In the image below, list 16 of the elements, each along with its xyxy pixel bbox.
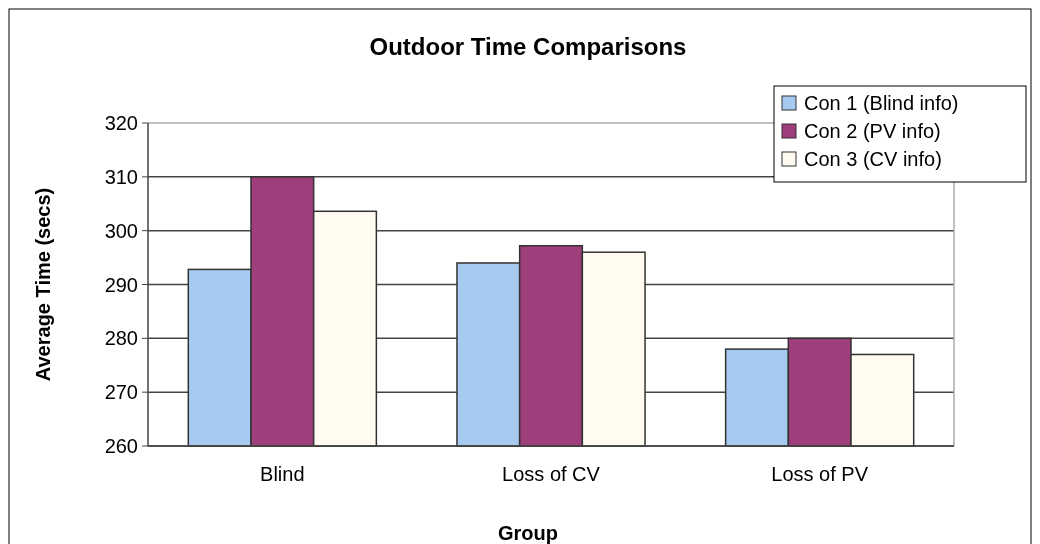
- x-tick-label: Loss of PV: [771, 463, 869, 485]
- legend-label: Con 2 (PV info): [804, 120, 941, 142]
- y-tick-label: 260: [104, 435, 138, 457]
- y-tick-label: 290: [104, 273, 138, 296]
- chart-title: Outdoor Time Comparisons: [369, 33, 687, 60]
- x-axis-title: Group: [498, 522, 558, 544]
- y-axis-title: Average Time (secs): [32, 187, 54, 382]
- y-tick-label: 320: [104, 112, 138, 134]
- y-tick-label: 280: [104, 327, 138, 350]
- legend-label: Con 1 (Blind info): [804, 92, 959, 114]
- y-tick-label: 300: [104, 219, 138, 242]
- x-tick-label: Loss of CV: [502, 463, 601, 485]
- y-tick-label: 310: [104, 165, 138, 188]
- y-tick-label: 270: [104, 381, 138, 404]
- legend-label: Con 3 (CV info): [804, 148, 942, 170]
- x-tick-label: Blind: [260, 463, 305, 485]
